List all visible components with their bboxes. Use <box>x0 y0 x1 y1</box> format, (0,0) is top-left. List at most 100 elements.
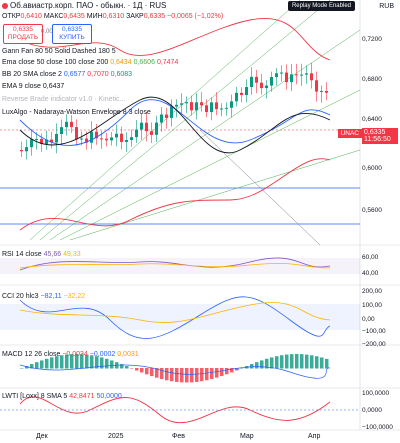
macd-histogram-bar <box>20 368 24 369</box>
close-label: ЗАКР <box>126 13 144 20</box>
macd-histogram-bar <box>310 355 314 369</box>
macd-histogram-bar <box>230 368 234 373</box>
macd-legend[interactable]: MACD 12 26 close −0,0034 −0,0002 0,0031 <box>2 351 139 358</box>
candle-body <box>200 102 203 106</box>
indicator-bb[interactable]: BB 20 SMA close 2 0,6577 0,7070 0,6083 <box>2 71 133 78</box>
candle-body <box>210 102 213 113</box>
candle-body <box>320 90 323 92</box>
cci-legend[interactable]: CCI 20 hlc3 −82,11 −32,22 <box>2 293 86 300</box>
candle-body <box>110 137 113 141</box>
macd-histogram-bar <box>160 368 164 380</box>
macd-histogram-bar <box>170 368 174 382</box>
price-tick: 0,6400 <box>362 116 382 123</box>
rsi-tick: 60,00 <box>362 254 379 261</box>
indicator-ema-multi[interactable]: Ema close 50 close 100 close 200 0,6434 … <box>2 59 179 66</box>
candle-body <box>55 133 58 143</box>
candle-body <box>145 122 148 132</box>
macd-histogram-bar <box>150 368 154 377</box>
candle-body <box>260 82 263 89</box>
time-tick: Фев <box>172 433 185 440</box>
macd-histogram-bar <box>30 364 34 369</box>
symbol-tag: UNAC <box>337 129 362 138</box>
sell-label: ПРОДАТЬ <box>7 34 39 41</box>
candle-body <box>225 107 228 109</box>
cci-tick: 200,00 <box>362 288 382 295</box>
gann-fan-line <box>39 0 331 241</box>
macd-histogram-bar <box>190 368 194 383</box>
candle-body <box>40 138 43 144</box>
macd-histogram-bar <box>270 357 274 369</box>
macd-histogram-bar <box>100 357 104 369</box>
candle-body <box>80 138 83 140</box>
macd-histogram-bar <box>255 362 259 369</box>
sell-button[interactable]: 0,6335 ПРОДАТЬ <box>3 24 43 44</box>
macd-histogram-bar <box>155 368 159 378</box>
gann-fan-line <box>69 149 361 241</box>
time-tick: Апр <box>308 433 321 440</box>
bb-upper <box>19 18 331 61</box>
candle-body <box>245 87 248 96</box>
price-tick: 0,5600 <box>362 207 382 214</box>
cci-tick: −200,00 <box>362 341 386 348</box>
macd-histogram-bar <box>60 355 64 369</box>
gann-fan-line <box>59 89 361 241</box>
indicator-reverse-brade[interactable]: Reverse Brade indicator v1.0 · Kinetic..… <box>2 96 126 103</box>
candle-body <box>255 76 258 83</box>
indicator-gann-fan[interactable]: Gann Fan 80 50 Solid Dashed 180 5 <box>2 48 116 55</box>
macd-histogram-bar <box>75 354 79 369</box>
macd-histogram-bar <box>95 356 99 369</box>
macd-histogram-bar <box>140 368 144 373</box>
candle-body <box>285 72 288 83</box>
open-value: 0,6410 <box>20 13 42 20</box>
macd-histogram-bar <box>250 364 254 369</box>
candle-body <box>315 80 318 92</box>
currency-label[interactable]: RUB <box>379 3 394 10</box>
candle-body <box>300 74 303 76</box>
macd-histogram-bar <box>80 354 84 369</box>
macd-histogram-bar <box>240 367 244 369</box>
macd-histogram-bar <box>220 368 224 377</box>
macd-histogram-bar <box>215 368 219 378</box>
macd-histogram-bar <box>290 354 294 369</box>
macd-histogram-bar <box>235 368 239 371</box>
candle-body <box>155 122 158 135</box>
candle-body <box>50 139 53 143</box>
replay-mode-badge: Replay Mode Enabled <box>287 1 355 11</box>
sell-price: 0,6335 <box>13 26 33 33</box>
macd-histogram-bar <box>315 356 319 369</box>
open-label: ОТКР <box>2 13 21 20</box>
macd-histogram-bar <box>50 357 54 369</box>
symbol-header[interactable]: Об.авиастр.корп. ПАО - обыкн. · 1Д · RUS <box>2 1 166 10</box>
candle-body <box>270 77 273 86</box>
macd-histogram-bar <box>45 358 49 369</box>
candle-body <box>20 150 23 152</box>
candle-body <box>230 101 233 108</box>
lwti-tick: −100,0000 <box>362 424 393 431</box>
candle-body <box>235 92 238 102</box>
close-value: 0,6335 <box>143 13 166 20</box>
indicator-luxalgo[interactable]: LuxAlgo - Nadaraya-Watson Envelope 8 3 c… <box>2 109 151 116</box>
cci-ma-line <box>19 302 331 323</box>
candle-body <box>220 108 223 110</box>
macd-histogram-bar <box>325 358 329 369</box>
macd-histogram-bar <box>40 360 44 369</box>
market-status-icon <box>2 2 8 9</box>
macd-histogram-bar <box>205 368 209 381</box>
buy-label: КУПИТЬ <box>59 34 85 41</box>
macd-histogram-bar <box>85 354 89 369</box>
candle-body <box>215 102 218 110</box>
cci-tick: 100,00 <box>362 302 382 309</box>
macd-histogram-bar <box>130 368 134 369</box>
candle-body <box>45 139 48 144</box>
macd-line <box>19 364 331 379</box>
candle-body <box>165 114 168 118</box>
macd-histogram-bar <box>165 368 169 381</box>
bb-lower <box>19 158 331 231</box>
rsi-legend[interactable]: RSI 14 close 45,66 49,33 <box>2 251 81 258</box>
ohlc-legend: ОТКР0,6410 МАКС0,6435 МИН0,6310 ЗАКР0,63… <box>2 13 223 20</box>
lwti-legend[interactable]: LWTI [Loxx] 8 SMA 5 42,8471 50,0000 <box>2 393 122 400</box>
buy-button[interactable]: 0,6335 КУПИТЬ <box>52 24 92 44</box>
indicator-ema9[interactable]: EMA 9 close 0,6437 <box>2 83 65 90</box>
price-tick: 0,7200 <box>362 36 382 43</box>
